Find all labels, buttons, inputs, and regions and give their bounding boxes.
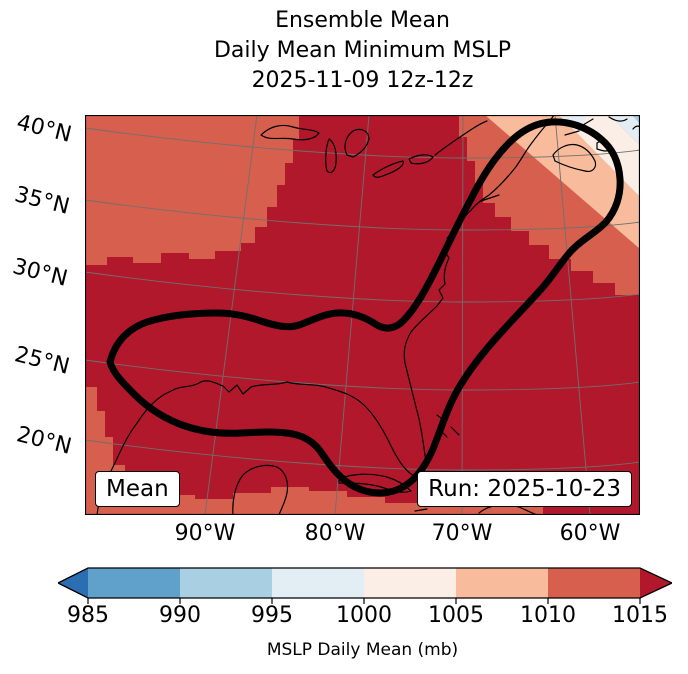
ytick-40n: 40°N: [14, 110, 74, 148]
lake-ontario: [408, 154, 434, 165]
colorbar-band-1010-1015: [548, 568, 640, 598]
colorbar-band-1005-1010: [456, 568, 548, 598]
graticule: [85, 115, 640, 515]
colorbar-band-990-995: [180, 568, 272, 598]
colorbar-band-995-1000: [272, 568, 364, 598]
fill-band-990-995-speck: [632, 115, 640, 124]
meridian-70w: [461, 115, 464, 515]
cbtick-1000: 1000: [336, 603, 392, 628]
parallel-40n: [85, 127, 640, 159]
coast-cuba: [338, 473, 412, 493]
cbtick-990: 990: [159, 603, 201, 628]
xtick-70w: 70°W: [431, 521, 493, 546]
parallel-25n: [85, 359, 640, 391]
colorbar-extend-low-arrow: [58, 568, 88, 598]
annotation-mean-box: Mean: [95, 471, 180, 507]
lake-superior: [260, 124, 320, 141]
parallel-35n: [85, 199, 640, 231]
xtick-80w: 80°W: [304, 521, 366, 546]
coast-pei: [564, 130, 580, 136]
lake-huron: [344, 128, 370, 158]
ensemble-contour-outline: [106, 118, 624, 497]
xtick-90w: 90°W: [174, 521, 236, 546]
colorbar-label: MSLP Daily Mean (mb): [266, 640, 459, 660]
ytick-35n: 35°N: [12, 182, 72, 220]
ytick-20n: 20°N: [14, 422, 74, 460]
coast-nova-scotia: [552, 143, 597, 172]
parallel-30n: [85, 271, 640, 303]
lake-erie: [372, 160, 404, 178]
cbtick-1010: 1010: [520, 603, 576, 628]
colorbar: [58, 567, 672, 604]
cbtick-1005: 1005: [428, 603, 484, 628]
map-canvas: [85, 115, 640, 515]
cbtick-1015: 1015: [612, 603, 668, 628]
coast-yucatan: [232, 464, 289, 515]
colorbar-band-1000-1005: [364, 568, 456, 598]
lake-michigan: [325, 138, 337, 174]
colorbar-band-985-990: [88, 568, 180, 598]
title-block: Ensemble Mean Daily Mean Minimum MSLP 20…: [85, 6, 640, 96]
title-line-1: Ensemble Mean: [275, 8, 450, 33]
fill-band-995-1000: [609, 115, 640, 145]
meridian-60w: [554, 115, 591, 515]
title-line-3: 2025-11-09 12z-12z: [251, 68, 474, 93]
ytick-25n: 25°N: [12, 342, 72, 380]
coast-jamaica: [414, 508, 428, 512]
xtick-60w: 60°W: [559, 521, 621, 546]
parallel-20n: [85, 439, 640, 471]
st-lawrence-river: [434, 120, 488, 156]
coast-hispaniola: [478, 503, 538, 515]
title-line-2: Daily Mean Minimum MSLP: [213, 38, 511, 63]
annotation-run-box: Run: 2025-10-23: [417, 471, 632, 507]
colorbar-extend-high-arrow: [640, 568, 672, 598]
fill-band-1005-1010: [485, 115, 640, 249]
colorbar-ticks-marks: [87, 598, 641, 604]
axes-frame: [85, 115, 640, 515]
cbtick-995: 995: [251, 603, 293, 628]
map-axes: Mean Run: 2025-10-23: [85, 115, 640, 515]
ytick-30n: 30°N: [10, 254, 70, 292]
cbtick-985: 985: [67, 603, 109, 628]
coast-long-island: [480, 194, 500, 202]
